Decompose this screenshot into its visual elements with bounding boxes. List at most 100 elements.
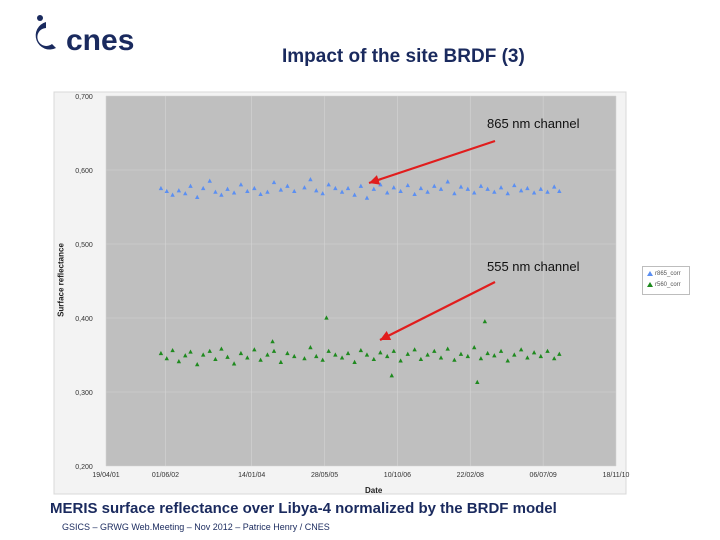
data-point-r560_corr-17 <box>265 352 270 357</box>
data-point-r865_corr-22 <box>302 185 307 190</box>
annotation-arrowhead-1 <box>380 331 392 340</box>
x-tick-label: 22/02/08 <box>457 472 484 479</box>
data-point-r560_corr-47 <box>465 353 471 359</box>
annotation-label-1: 555 nm channel <box>487 259 580 274</box>
data-point-r865_corr-57 <box>531 190 537 195</box>
data-point-r560_corr-15 <box>252 347 257 352</box>
data-point-r865_corr-43 <box>438 186 444 191</box>
data-point-r560_corr-51 <box>492 353 497 358</box>
data-point-r865_corr-30 <box>352 192 357 197</box>
data-point-r865_corr-23 <box>308 177 313 182</box>
x-axis-label: Date <box>365 486 383 495</box>
data-point-r865_corr-46 <box>458 184 464 189</box>
x-tick-label: 06/07/09 <box>530 472 557 479</box>
data-point-r865_corr-6 <box>195 194 200 199</box>
data-point-r865_corr-51 <box>492 189 497 194</box>
legend-marker-r865 <box>647 271 653 276</box>
data-point-r560_corr-53 <box>505 358 510 363</box>
x-tick-label: 01/06/02 <box>152 472 179 479</box>
data-point-r560_corr-22 <box>302 356 307 361</box>
data-point-r865_corr-32 <box>364 195 370 200</box>
data-point-r560_corr-26 <box>326 348 331 353</box>
data-point-r560_corr-11 <box>225 354 230 359</box>
data-point-r560_corr-57 <box>531 350 537 355</box>
data-point-r865_corr-42 <box>432 183 437 188</box>
data-point-r865_corr-7 <box>200 185 206 191</box>
data-point-r865_corr-60 <box>552 184 557 189</box>
data-point-r560_corr-50 <box>485 350 490 356</box>
y-tick-label: 0,500 <box>75 242 93 249</box>
y-tick-label: 0,200 <box>75 464 93 471</box>
data-point-r560_corr-20 <box>285 350 290 356</box>
data-point-r560_corr-56 <box>525 355 530 360</box>
data-point-r560_corr-62 <box>324 315 329 320</box>
data-point-r865_corr-41 <box>425 189 430 194</box>
data-point-r865_corr-34 <box>378 182 383 187</box>
y-tick-label: 0,700 <box>75 94 93 101</box>
data-point-r560_corr-43 <box>438 355 444 360</box>
annotation-arrow-1 <box>379 281 496 341</box>
data-point-r865_corr-50 <box>485 186 490 191</box>
data-point-r865_corr-27 <box>333 185 338 191</box>
data-point-r560_corr-48 <box>472 345 477 350</box>
data-point-r560_corr-52 <box>498 348 504 353</box>
slide-caption: MERIS surface reflectance over Libya-4 n… <box>50 500 557 517</box>
x-tick-label: 18/11/10 <box>603 472 630 479</box>
x-tick-label: 19/04/01 <box>92 472 119 479</box>
data-point-r560_corr-34 <box>378 350 383 355</box>
data-point-r865_corr-55 <box>518 188 524 193</box>
data-point-r865_corr-24 <box>314 188 319 193</box>
data-point-r560_corr-46 <box>458 351 464 356</box>
data-point-r560_corr-5 <box>188 349 193 354</box>
data-point-r560_corr-33 <box>371 356 377 362</box>
data-point-r560_corr-16 <box>258 357 263 362</box>
data-point-r560_corr-66 <box>389 373 394 378</box>
data-point-r865_corr-19 <box>278 187 284 192</box>
annotation-arrow-0 <box>368 139 496 185</box>
data-point-r865_corr-21 <box>292 188 297 194</box>
data-point-r865_corr-13 <box>238 182 244 187</box>
legend: r865_corr r560_corr <box>642 266 690 295</box>
data-point-r865_corr-26 <box>326 182 331 187</box>
annotations: 865 nm channel 555 nm channel <box>368 116 580 341</box>
data-point-r865_corr-53 <box>505 191 510 196</box>
y-tick-label: 0,400 <box>75 316 93 323</box>
y-tick-label: 0,300 <box>75 390 93 397</box>
data-point-r865_corr-28 <box>339 189 345 194</box>
data-point-r560_corr-59 <box>545 348 550 353</box>
gridlines <box>105 95 617 467</box>
data-point-r865_corr-2 <box>170 192 175 197</box>
data-point-r865_corr-61 <box>557 188 562 194</box>
data-point-r865_corr-44 <box>445 179 450 184</box>
data-point-r865_corr-58 <box>538 186 544 191</box>
data-point-r560_corr-58 <box>538 353 544 359</box>
x-tick-label: 10/10/06 <box>384 472 411 479</box>
x-tick-label: 14/01/04 <box>238 472 265 479</box>
data-point-r560_corr-45 <box>452 357 457 362</box>
data-point-r560_corr-31 <box>358 347 364 353</box>
data-point-r560_corr-21 <box>292 353 297 359</box>
data-point-r865_corr-49 <box>478 183 484 188</box>
data-point-r865_corr-8 <box>207 178 212 183</box>
data-point-r865_corr-36 <box>391 185 396 190</box>
data-point-r865_corr-52 <box>498 185 504 190</box>
legend-item-r865: r865_corr <box>647 271 681 277</box>
data-point-r560_corr-0 <box>158 350 164 356</box>
data-point-r865_corr-1 <box>164 188 169 194</box>
data-point-r865_corr-48 <box>472 190 477 195</box>
data-point-r865_corr-3 <box>176 188 182 193</box>
data-point-r560_corr-9 <box>213 356 218 362</box>
annotation-arrowhead-0 <box>369 175 381 185</box>
data-point-r560_corr-1 <box>164 356 169 361</box>
annotation-label-0: 865 nm channel <box>487 116 580 131</box>
data-point-r560_corr-13 <box>238 350 244 356</box>
data-point-r865_corr-12 <box>231 190 237 195</box>
x-tick-labels: 19/04/01 01/06/02 14/01/04 28/05/05 10/10/06… <box>92 472 629 479</box>
data-point-r560_corr-18 <box>271 348 277 353</box>
data-point-r865_corr-40 <box>418 185 424 191</box>
data-point-r560_corr-40 <box>418 356 424 362</box>
plot-area <box>106 96 616 466</box>
legend-marker-r560 <box>647 282 653 287</box>
x-tick-label: 28/05/05 <box>311 472 338 479</box>
